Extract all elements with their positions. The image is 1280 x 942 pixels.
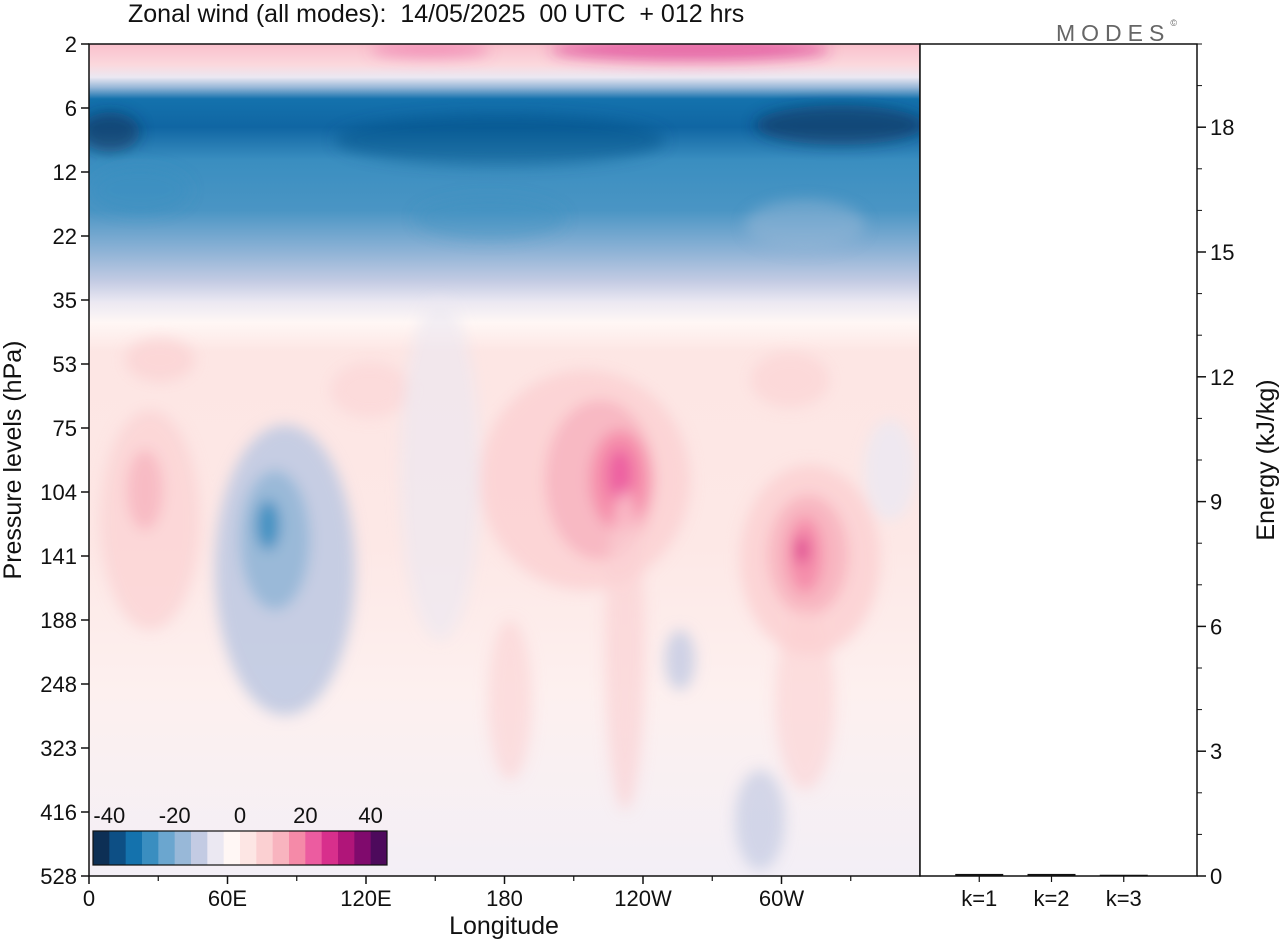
- y-axis: 2 6 12 22 35 53 75 104 141 188 248 323 416 528: [40, 32, 89, 889]
- x-tick-label: 60W: [759, 886, 804, 911]
- y-tick-label: 75: [53, 416, 77, 441]
- colorbar-swatch: [142, 831, 159, 865]
- energy-y-tick-label: 15: [1210, 240, 1234, 265]
- wind-region: [550, 44, 830, 62]
- x-tick-label: 180: [486, 886, 523, 911]
- colorbar-tick-label: -20: [159, 803, 191, 828]
- y-tick-label: 22: [53, 224, 77, 249]
- energy-bar: [1027, 873, 1076, 876]
- y-tick-label: 2: [65, 32, 77, 57]
- energy-category-label: k=1: [961, 886, 997, 911]
- energy-bar: [1099, 874, 1148, 876]
- y-tick-label: 104: [40, 480, 77, 505]
- wind-region: [865, 420, 915, 520]
- energy-bar-chart: k=1 k=2 k=3: [955, 873, 1148, 911]
- colorbar-swatch: [240, 831, 257, 865]
- x-axis-label: Longitude: [449, 912, 559, 940]
- y-tick-label: 416: [40, 800, 77, 825]
- colorbar-swatch: [272, 831, 290, 865]
- energy-category-label: k=2: [1033, 886, 1069, 911]
- chart-title: Zonal wind (all modes): 14/05/2025 00 UT…: [128, 0, 745, 28]
- x-tick-label: 60E: [208, 886, 247, 911]
- wind-region: [400, 300, 480, 640]
- wind-region: [415, 196, 565, 240]
- x-tick-label: 0: [83, 886, 95, 911]
- wind-region: [89, 112, 140, 152]
- y-tick-label: 188: [40, 608, 77, 633]
- wind-region: [127, 450, 163, 530]
- wind-region: [370, 44, 490, 58]
- zonal-wind-heatmap: [89, 44, 920, 876]
- energy-axis: 0 3 6 9 12 15 18: [1197, 43, 1234, 889]
- colorbar-swatch: [174, 831, 192, 865]
- wind-region: [488, 620, 532, 780]
- x-tick-label: 120W: [614, 886, 672, 911]
- y-tick-label: 141: [40, 544, 77, 569]
- colorbar-frame: [92, 830, 388, 866]
- wind-region: [665, 630, 695, 690]
- wind-region: [125, 338, 195, 382]
- colorbar-swatch: [158, 831, 176, 865]
- wind-region: [750, 352, 830, 408]
- energy-y-tick-label: 0: [1210, 864, 1222, 889]
- energy-axis-label: Energy (kJ/kg): [1252, 379, 1280, 540]
- energy-y-tick-label: 12: [1210, 365, 1234, 390]
- wind-region: [607, 449, 633, 501]
- y-tick-label: 248: [40, 672, 77, 697]
- x-axis: 0 60E 120E 180 120W 60W: [83, 876, 852, 911]
- energy-category-label: k=3: [1106, 886, 1142, 911]
- wind-region: [90, 166, 190, 214]
- y-axis-label: Pressure levels (hPa): [0, 341, 27, 580]
- wind-region: [735, 770, 785, 870]
- colorbar-tick-label: -40: [93, 803, 125, 828]
- energy-bar: [955, 873, 1004, 876]
- colorbar-swatch: [305, 831, 323, 865]
- energy-panel-frame: [919, 43, 1198, 877]
- wind-region: [335, 114, 665, 166]
- colorbar-swatch: [370, 831, 388, 865]
- wind-region: [775, 610, 835, 790]
- colorbar-tick-label: 40: [358, 803, 382, 828]
- y-tick-label: 53: [53, 352, 77, 377]
- y-tick-label: 6: [65, 96, 77, 121]
- colorbar-swatch: [321, 831, 339, 865]
- x-tick-label: 120E: [340, 886, 391, 911]
- wind-region: [755, 105, 920, 145]
- colorbar-swatch: [338, 831, 355, 865]
- y-tick-label: 12: [53, 160, 77, 185]
- wind-region: [256, 500, 280, 550]
- energy-y-tick-label: 6: [1210, 614, 1222, 639]
- logo-mark: ©: [1170, 18, 1177, 29]
- energy-y-tick-label: 18: [1210, 115, 1234, 140]
- wind-region: [605, 490, 645, 810]
- colorbar-swatch: [256, 831, 274, 865]
- y-tick-label: 35: [53, 288, 77, 313]
- colorbar-swatch: [354, 831, 372, 865]
- y-tick-label: 528: [40, 864, 77, 889]
- colorbar-tick-label: 0: [234, 803, 246, 828]
- colorbar: -40 -20 0 20 40: [92, 803, 388, 866]
- colorbar-swatch: [109, 831, 127, 865]
- energy-y-tick-label: 3: [1210, 739, 1222, 764]
- colorbar-swatch: [289, 831, 306, 865]
- logo-text: MODES: [1056, 20, 1171, 46]
- wind-region: [745, 200, 865, 250]
- y-tick-label: 323: [40, 736, 77, 761]
- colorbar-swatch: [223, 831, 241, 865]
- colorbar-swatch: [93, 831, 110, 865]
- wind-region: [796, 536, 808, 564]
- colorbar-tick-label: 20: [293, 803, 317, 828]
- modes-logo: MODES©: [1056, 18, 1177, 47]
- energy-y-tick-label: 9: [1210, 490, 1222, 515]
- colorbar-swatch: [125, 831, 143, 865]
- wind-region: [330, 362, 410, 418]
- colorbar-swatch: [191, 831, 208, 865]
- colorbar-swatch: [207, 831, 225, 865]
